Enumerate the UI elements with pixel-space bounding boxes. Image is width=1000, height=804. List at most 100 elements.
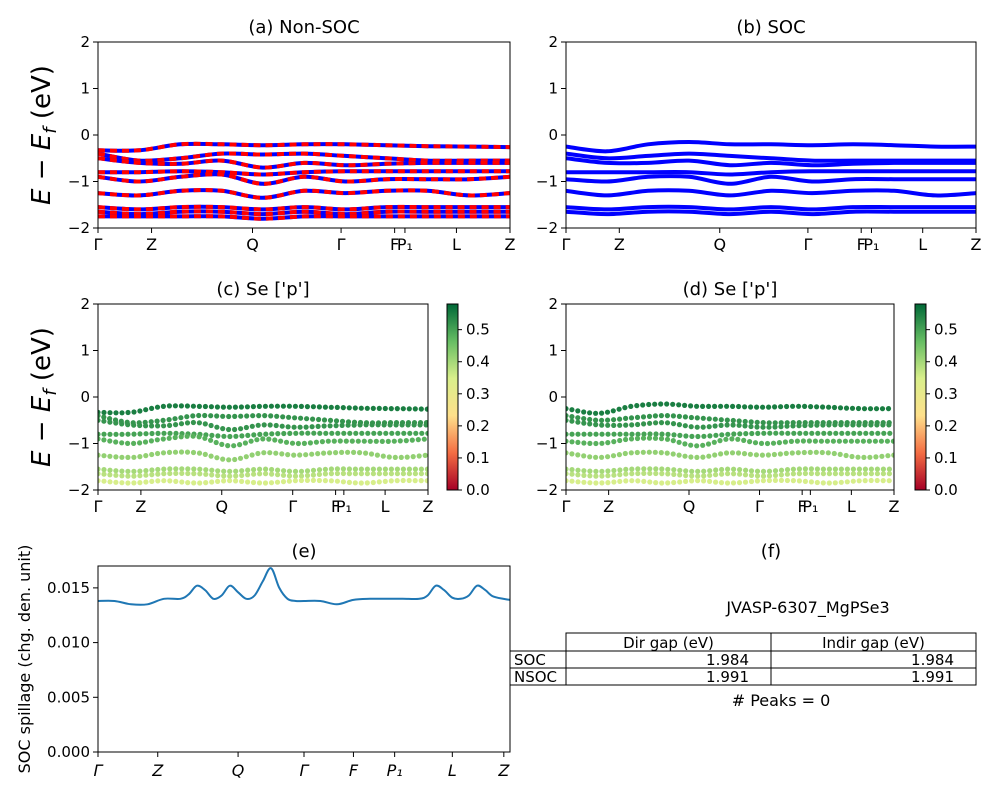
panel-e-xtick-label: P₁ <box>387 761 403 780</box>
projected-point <box>575 419 581 425</box>
projected-point <box>315 451 321 457</box>
panel-c-xtick-label: F <box>331 497 340 516</box>
projected-point <box>838 471 845 477</box>
projected-point <box>723 450 730 456</box>
projected-point <box>856 471 863 477</box>
projected-point <box>371 430 377 436</box>
projected-point <box>297 452 303 458</box>
projected-point <box>658 420 665 426</box>
projected-point <box>137 431 143 437</box>
panel-c-ytick-label: −1 <box>68 435 90 453</box>
projected-point <box>279 451 285 457</box>
projected-point <box>155 466 161 473</box>
projected-point <box>868 422 874 428</box>
projected-point <box>382 466 388 472</box>
projected-point <box>375 422 381 428</box>
projected-point <box>286 403 292 409</box>
projected-point <box>766 404 772 410</box>
projected-point <box>694 424 700 430</box>
projected-point <box>818 438 825 444</box>
projected-point <box>724 417 730 423</box>
projected-point <box>860 438 867 444</box>
panel-c-xtick-label: Q <box>215 497 228 516</box>
band-line <box>566 209 976 217</box>
projected-point <box>623 436 629 443</box>
projected-point <box>688 414 695 421</box>
projected-point <box>316 416 322 423</box>
panel-a-frame <box>97 41 511 229</box>
table-cell <box>770 667 977 686</box>
projected-point <box>856 422 862 428</box>
projected-point <box>880 478 886 484</box>
projected-point <box>826 404 832 410</box>
panel-d-ytick-label: 0 <box>548 388 558 406</box>
projected-point <box>424 478 428 484</box>
projected-point <box>874 477 880 484</box>
panel-d-xtick-label: Γ <box>755 497 764 516</box>
ylabel-spillage: SOC spillage (chg. den. unit) <box>15 545 34 774</box>
projected-point <box>333 423 339 429</box>
projected-point <box>269 431 275 437</box>
projected-point <box>297 424 303 430</box>
projected-point <box>862 471 869 477</box>
projected-point <box>803 430 809 436</box>
projected-point <box>178 421 185 427</box>
projected-point <box>113 439 119 445</box>
projected-point <box>382 405 388 412</box>
projected-point <box>419 430 425 436</box>
projected-point <box>292 468 299 474</box>
projected-point <box>245 479 251 485</box>
projected-point <box>776 440 783 446</box>
panel-b-ytick-label: 0 <box>548 126 558 144</box>
projected-point <box>107 467 113 473</box>
projected-point <box>249 423 255 429</box>
projected-point <box>830 438 837 444</box>
projected-point <box>689 433 695 439</box>
projected-point <box>185 466 191 472</box>
projected-point <box>760 420 766 426</box>
projected-point <box>394 478 400 484</box>
projected-point <box>214 404 220 410</box>
band-line-dashed <box>98 156 510 170</box>
projected-point <box>671 432 677 438</box>
panel-b-title: (b) SOC <box>736 17 805 38</box>
panel-a-xtick-label: F <box>390 235 399 254</box>
projected-point <box>101 467 107 473</box>
projected-point <box>790 478 797 484</box>
projected-point <box>824 438 831 444</box>
projected-point <box>383 430 389 436</box>
projected-point <box>368 451 375 457</box>
projected-point <box>754 473 761 479</box>
projected-point <box>831 450 837 457</box>
projected-point <box>569 414 575 420</box>
projected-point <box>274 479 281 485</box>
projected-point <box>743 431 749 437</box>
projected-point <box>587 416 593 423</box>
projected-point <box>718 422 724 428</box>
projected-point <box>304 404 310 410</box>
projected-point <box>161 466 167 472</box>
projected-point <box>628 450 634 456</box>
band-line-dashed <box>98 188 510 200</box>
projected-point <box>237 442 243 448</box>
projected-point <box>569 407 575 413</box>
projected-point <box>700 454 706 460</box>
projected-point <box>251 432 257 438</box>
projected-point <box>670 451 676 457</box>
projected-point <box>611 439 617 445</box>
projected-point <box>706 403 712 409</box>
projected-point <box>154 437 160 443</box>
projected-point <box>695 433 701 440</box>
projected-point <box>605 454 611 460</box>
projected-point <box>622 405 628 411</box>
projected-point <box>844 471 851 477</box>
projected-point <box>814 404 820 410</box>
projected-point <box>113 410 119 416</box>
projected-point <box>107 479 113 485</box>
projected-point <box>856 466 863 472</box>
projected-point <box>221 433 227 439</box>
projected-point <box>131 454 137 460</box>
projected-point <box>119 473 125 479</box>
projected-point <box>406 406 412 412</box>
projected-point <box>664 401 670 407</box>
